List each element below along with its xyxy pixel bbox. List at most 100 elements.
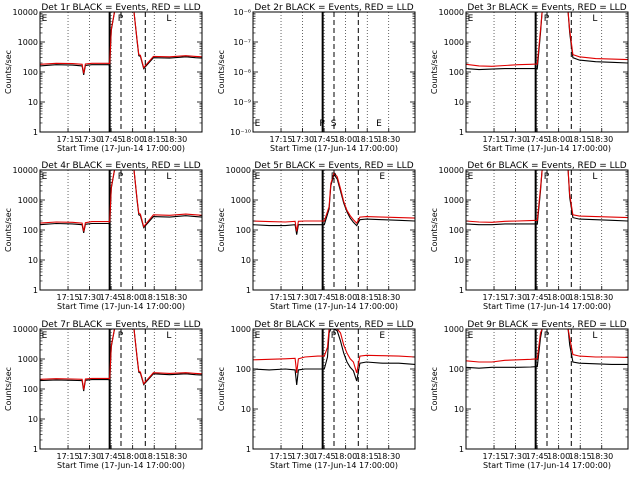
y-axis-label: Counts/sec [4,367,13,411]
y-tick-label: 100 [23,226,38,235]
y-axis-label: Counts/sec [4,50,13,94]
y-tick-label: 10⁻⁷ [233,38,251,47]
x-tick-label: 18:15 [569,452,592,461]
x-tick-label: 17:45 [526,135,549,144]
phase-marker-label: P [118,172,124,182]
x-tick-label: 18:00 [121,452,144,461]
series-line-events [253,329,415,385]
x-tick-label: 17:15 [56,135,79,144]
x-tick-label: 18:15 [569,293,592,302]
panel-title: Det 9r BLACK = Events, RED = LLD [467,320,626,330]
phase-marker-label: P [118,14,124,24]
panel-title: Det 6r BLACK = Events, RED = LLD [467,161,626,171]
phase-marker-label: P [331,331,337,341]
panel-title: Det 7r BLACK = Events, RED = LLD [41,320,200,330]
phase-marker-label: P [319,119,325,129]
x-tick-label: 18:15 [356,452,379,461]
phase-marker-label: E [468,331,474,341]
x-tick-label: 17:15 [482,452,505,461]
x-tick-label: 18:00 [334,135,357,144]
y-tick-label: 1000 [18,355,38,364]
y-tick-label: 10⁻⁸ [233,68,251,77]
y-tick-label: 10 [454,405,464,414]
plot-frame [465,11,629,133]
y-axis-label: Counts/sec [430,208,439,252]
y-tick-label: 10 [454,256,464,265]
y-tick-label: 10⁻¹⁰ [230,128,251,137]
y-tick-label: 100 [449,365,464,374]
y-tick-label: 1000 [231,325,251,334]
y-tick-label: 10 [454,98,464,107]
y-tick-label: 10 [28,415,38,424]
plot-frame [252,328,416,450]
y-tick-label: 1 [459,286,464,295]
x-axis-label: Start Time (17-Jun-14 17:00:00) [483,461,611,470]
phase-marker-label: E [379,331,385,341]
x-tick-label: 18:00 [121,293,144,302]
phase-marker-label: P [118,331,124,341]
series-line-lld [466,329,628,363]
x-tick-label: 17:45 [100,452,123,461]
x-tick-label: 17:30 [291,452,314,461]
y-tick-label: 100 [23,385,38,394]
panel-title: Det 3r BLACK = Events, RED = LLD [467,3,626,13]
x-tick-label: 17:15 [56,452,79,461]
panel-title: Det 1r BLACK = Events, RED = LLD [41,3,200,13]
panel-title: Det 5r BLACK = Events, RED = LLD [254,161,413,171]
y-tick-label: 10000 [439,8,464,17]
series-line-events [40,329,202,392]
phase-marker-label: E [42,172,48,182]
x-tick-label: 17:30 [291,293,314,302]
x-tick-label: 18:30 [164,452,187,461]
x-tick-label: 17:30 [78,293,101,302]
x-tick-label: 18:15 [143,135,166,144]
x-tick-label: 18:15 [143,293,166,302]
x-tick-label: 17:15 [56,293,79,302]
series-line-events [466,12,628,71]
x-tick-label: 18:30 [590,293,613,302]
y-tick-label: 10000 [439,166,464,175]
y-axis-label: Counts/sec [4,208,13,252]
x-axis-label: Start Time (17-Jun-14 17:00:00) [270,461,398,470]
y-tick-label: 1000 [444,325,464,334]
x-tick-label: 18:00 [334,452,357,461]
phase-marker-label: L [166,172,171,182]
x-tick-label: 18:00 [547,135,570,144]
series-line-lld [466,12,628,67]
y-tick-label: 10⁻⁹ [233,98,251,107]
y-tick-label: 10000 [226,166,251,175]
phase-marker-label: L [592,331,597,341]
y-tick-label: 10000 [13,8,38,17]
y-axis-label: Counts/sec [217,50,226,94]
series-line-events [40,170,202,234]
y-tick-label: 1 [246,286,251,295]
series-line-lld [253,329,415,374]
series-line-lld [466,170,628,223]
y-tick-label: 10 [241,405,251,414]
series-line-lld [253,171,415,232]
x-tick-label: 17:45 [313,135,336,144]
x-tick-label: 17:30 [504,293,527,302]
y-tick-label: 1 [33,286,38,295]
x-tick-label: 18:30 [377,293,400,302]
x-tick-label: 18:30 [164,135,187,144]
x-tick-label: 18:00 [547,293,570,302]
x-tick-label: 18:15 [356,293,379,302]
x-axis-label: Start Time (17-Jun-14 17:00:00) [483,144,611,153]
y-tick-label: 1 [459,128,464,137]
x-tick-label: 18:00 [547,452,570,461]
phase-marker-label: L [166,14,171,24]
y-tick-label: 100 [23,68,38,77]
series-line-lld [40,170,202,232]
plot-frame [252,11,416,133]
panel-title: Det 4r BLACK = Events, RED = LLD [41,161,200,171]
phase-marker-label: S [331,119,337,129]
x-tick-label: 18:15 [356,135,379,144]
phase-marker-label: E [42,14,48,24]
phase-marker-label: L [592,172,597,182]
y-tick-label: 10 [241,256,251,265]
x-tick-label: 17:30 [291,135,314,144]
x-tick-label: 18:15 [569,135,592,144]
